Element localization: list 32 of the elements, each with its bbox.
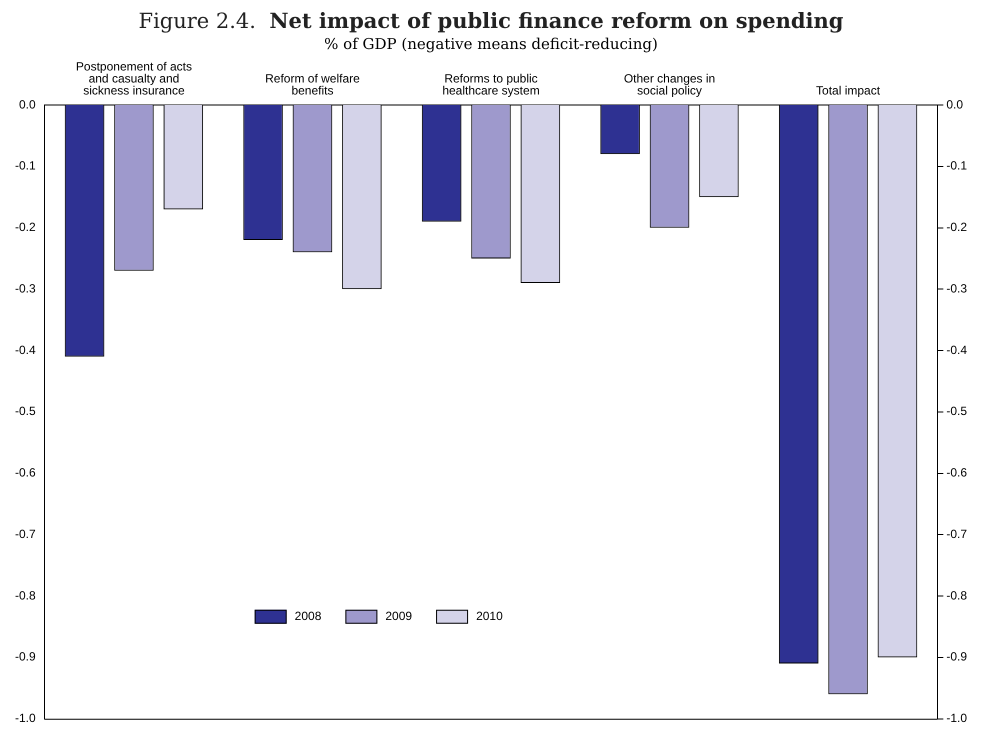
y2-tick-label: -0.1 (946, 158, 968, 173)
x-tick-label: Total impact (816, 83, 881, 98)
chart-subtitle: % of GDP (negative means deficit-reducing) (323, 35, 659, 53)
y-tick-label: -0.8 (14, 588, 36, 602)
y2-tick-label: -0.7 (946, 526, 968, 541)
y-tick-label: 0.0 (18, 97, 36, 112)
y2-tick-label: -0.8 (946, 588, 968, 602)
y-tick-label: -0.1 (14, 158, 36, 173)
y-tick-label: -0.7 (14, 526, 36, 541)
y2-tick-label: -0.2 (946, 220, 968, 234)
x-tick-label: Other changes in social policy (624, 71, 716, 98)
legend-label: 2009 (385, 609, 412, 624)
legend-label: 2008 (294, 609, 322, 624)
y-tick-label: -0.6 (14, 466, 36, 480)
x-tick-label: Postponement of acts and casualty and sickness insurance (76, 59, 192, 98)
y2-tick-label: -0.5 (946, 404, 968, 418)
x-tick-label: Reform of welfare benefits (265, 71, 360, 98)
y-tick-label: -0.5 (14, 404, 36, 418)
y-tick-label: -0.2 (14, 220, 36, 234)
y2-tick-label: 0.0 (946, 97, 964, 112)
y2-tick-label: -0.3 (946, 281, 968, 296)
legend-label: 2010 (476, 609, 504, 624)
y-tick-label: -0.9 (14, 650, 36, 664)
x-tick-label: Reforms to public healthcare system (442, 71, 540, 98)
y-tick-label: -0.4 (14, 342, 36, 357)
y-tick-label: -0.3 (14, 281, 36, 296)
y2-tick-label: -0.4 (946, 342, 968, 357)
y2-tick-label: -1.0 (946, 711, 968, 726)
y2-tick-label: -0.6 (946, 466, 968, 480)
y2-tick-label: -0.9 (946, 650, 968, 664)
y-tick-label: -1.0 (14, 711, 36, 726)
chart-title: Figure 2.4. Net impact of public finance reform on spending (138, 8, 844, 33)
